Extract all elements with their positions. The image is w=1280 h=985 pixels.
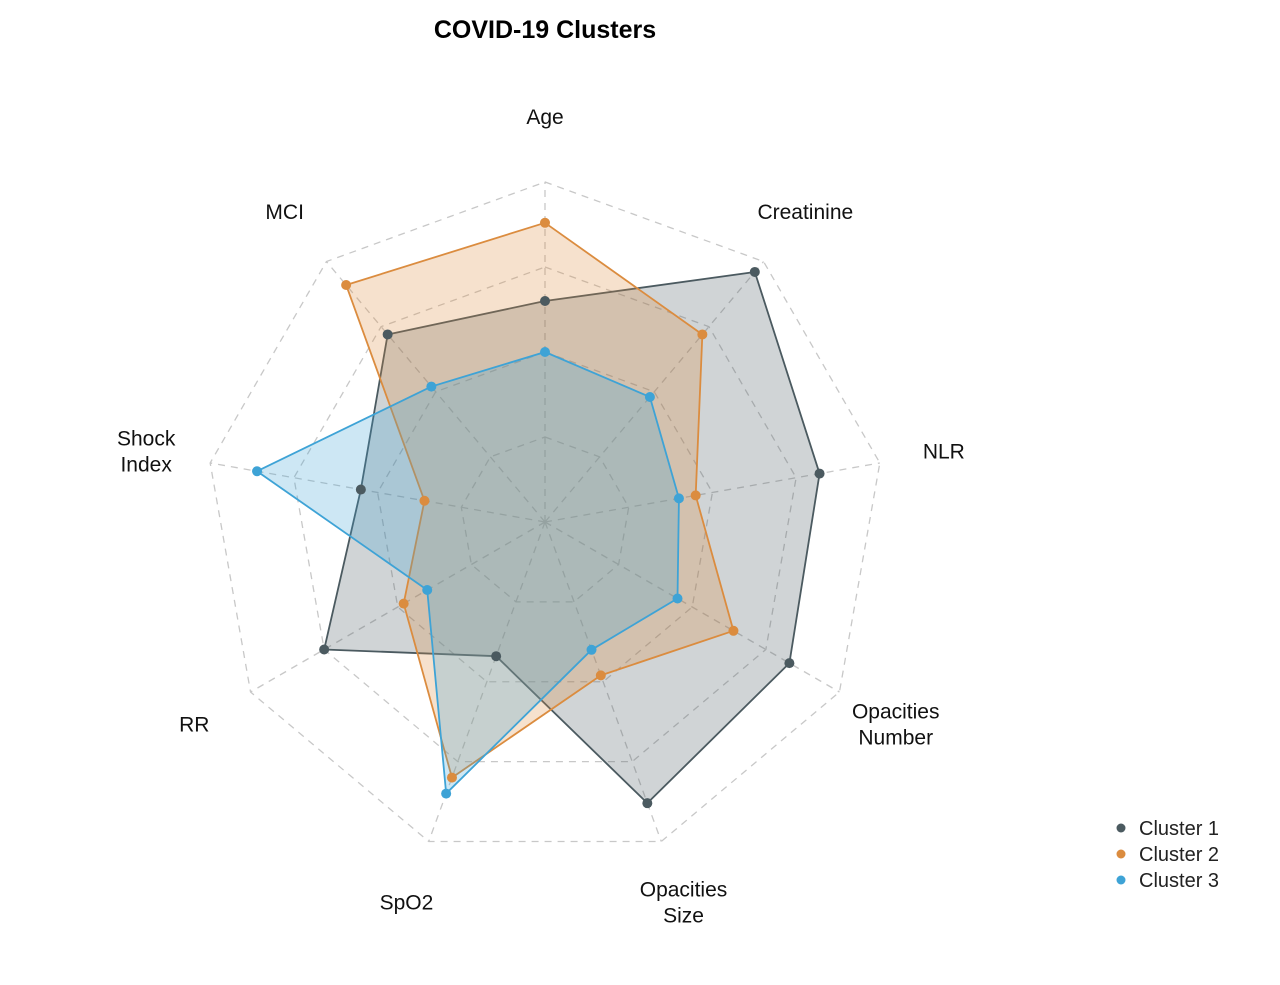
axis-label-opacities-size: Opacities Size bbox=[640, 879, 728, 928]
data-point bbox=[814, 468, 825, 479]
data-point bbox=[595, 670, 606, 681]
data-point bbox=[540, 217, 550, 228]
data-point bbox=[586, 644, 597, 655]
legend: Cluster 1 Cluster 2 Cluster 3 bbox=[1116, 818, 1219, 892]
data-point bbox=[642, 798, 653, 809]
axis-label-opacities-number: Opacities Number bbox=[852, 701, 940, 750]
data-point bbox=[540, 347, 550, 357]
grid-spoke bbox=[210, 462, 546, 523]
legend-label: Cluster 2 bbox=[1139, 844, 1219, 866]
axis-label-rr: RR bbox=[179, 714, 209, 737]
series-points-cluster-2 bbox=[341, 217, 739, 783]
axis-label-spo2: SpO2 bbox=[380, 892, 434, 915]
grid-spoke bbox=[544, 261, 765, 523]
legend-item: Cluster 3 bbox=[1116, 870, 1219, 892]
grid-spoke bbox=[544, 521, 662, 842]
legend-marker bbox=[1116, 849, 1126, 859]
axis-labels: Age Creatinine NLR Opacities Number Opacities… bbox=[117, 106, 965, 928]
data-point bbox=[446, 772, 457, 783]
data-point bbox=[728, 625, 739, 636]
radar-grid bbox=[209, 181, 881, 843]
data-point bbox=[422, 585, 433, 595]
grid-spoke bbox=[544, 462, 880, 523]
chart-title: COVID-19 Clusters bbox=[434, 16, 656, 44]
data-point bbox=[252, 466, 263, 477]
data-point bbox=[749, 266, 760, 277]
radar-series bbox=[252, 217, 825, 809]
data-point bbox=[672, 593, 683, 604]
grid-ring bbox=[209, 181, 881, 843]
data-point bbox=[426, 381, 437, 392]
legend-label: Cluster 3 bbox=[1139, 870, 1219, 892]
data-point bbox=[673, 493, 684, 504]
data-point bbox=[341, 279, 352, 290]
legend-item: Cluster 2 bbox=[1116, 844, 1219, 866]
axis-label-mci: MCI bbox=[265, 201, 304, 224]
series-points-cluster-3 bbox=[252, 347, 684, 799]
series-cluster-3 bbox=[256, 351, 680, 795]
legend-label: Cluster 1 bbox=[1139, 818, 1219, 840]
legend-marker bbox=[1116, 823, 1126, 833]
series-cluster-2 bbox=[345, 221, 735, 779]
grid-ring bbox=[293, 266, 797, 763]
data-point bbox=[540, 296, 550, 306]
data-point bbox=[419, 495, 430, 506]
axis-label-creatinine: Creatinine bbox=[757, 201, 853, 224]
data-point bbox=[644, 391, 655, 402]
axis-label-shock-index: Shock Index bbox=[117, 428, 176, 477]
series-points-cluster-1 bbox=[319, 266, 825, 809]
data-point bbox=[491, 651, 502, 662]
data-point bbox=[441, 788, 452, 799]
grid-spoke bbox=[428, 521, 546, 842]
grid-spoke bbox=[544, 521, 840, 693]
data-point bbox=[319, 644, 330, 655]
data-point bbox=[355, 484, 366, 495]
series-area bbox=[323, 271, 821, 805]
series-area bbox=[256, 351, 680, 795]
series-cluster-1 bbox=[323, 271, 821, 805]
legend-item: Cluster 1 bbox=[1116, 818, 1219, 840]
grid-ring bbox=[460, 436, 630, 603]
series-area bbox=[345, 221, 735, 779]
grid-spoke bbox=[325, 261, 546, 523]
data-point bbox=[784, 658, 795, 669]
axis-label-nlr: NLR bbox=[923, 441, 965, 464]
data-point bbox=[382, 329, 393, 340]
data-point bbox=[697, 329, 708, 340]
grid-ring bbox=[376, 351, 714, 683]
grid-spoke bbox=[250, 521, 546, 693]
data-point bbox=[690, 490, 701, 501]
legend-marker bbox=[1116, 875, 1126, 885]
data-point bbox=[398, 598, 409, 609]
axis-label-age: Age bbox=[526, 106, 563, 129]
